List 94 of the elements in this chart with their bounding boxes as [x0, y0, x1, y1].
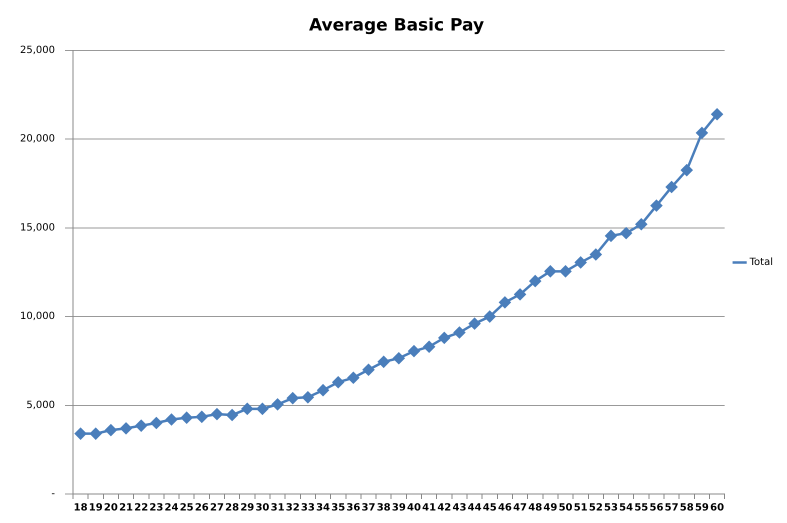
point [211, 408, 223, 420]
point [120, 422, 132, 434]
point [317, 384, 329, 396]
point [256, 403, 268, 415]
point [544, 266, 556, 278]
legend-label: Total [748, 257, 774, 268]
point [590, 248, 602, 260]
point [605, 230, 617, 242]
point [423, 340, 435, 352]
point [242, 403, 254, 415]
point [711, 108, 723, 120]
point [560, 266, 572, 278]
point [166, 414, 178, 426]
point [302, 392, 314, 404]
point [393, 352, 405, 364]
x-tick-label: 25 [180, 502, 194, 514]
x-tick-label: 26 [194, 502, 209, 514]
x-tick-label: 27 [210, 502, 224, 514]
x-tick-label: 45 [482, 502, 497, 514]
y-tick-label: 5,000 [26, 400, 55, 411]
point [438, 332, 450, 344]
x-tick-label: 30 [255, 502, 270, 514]
x-tick-label: 39 [392, 502, 406, 514]
point [90, 428, 102, 440]
point [408, 345, 420, 357]
point [499, 296, 511, 308]
x-tick-label: 21 [119, 502, 134, 514]
x-tick-label: 22 [134, 502, 148, 514]
point [636, 218, 648, 230]
x-tick-label: 33 [300, 502, 315, 514]
x-tick-label: 54 [619, 502, 634, 514]
x-tick-label: 36 [346, 502, 360, 514]
x-tick-label: 48 [528, 502, 542, 514]
point [454, 326, 466, 338]
x-tick-label: 43 [452, 502, 466, 514]
point [666, 181, 678, 193]
x-tick-label: 44 [468, 502, 482, 514]
x-tick-label: 38 [376, 502, 391, 514]
point [574, 256, 586, 268]
point [332, 376, 344, 388]
point [484, 310, 496, 322]
point [620, 227, 632, 239]
point [468, 318, 480, 330]
x-tick-label: 29 [240, 502, 254, 514]
point [272, 398, 284, 410]
x-tick-label: 60 [710, 502, 724, 514]
point [348, 372, 360, 384]
x-tick-label: 19 [88, 502, 103, 514]
point [226, 409, 238, 421]
x-tick-label: 55 [634, 502, 648, 514]
point [74, 428, 86, 440]
x-tick-label: 52 [588, 502, 603, 514]
x-tick-label: 32 [286, 502, 300, 514]
x-tick-label: 18 [74, 502, 88, 514]
point [150, 417, 162, 429]
x-tick-label: 41 [422, 502, 436, 514]
y-tick-label: 15,000 [20, 222, 55, 234]
x-tick-label: 59 [694, 502, 709, 514]
y-tick-label: 10,000 [20, 311, 55, 322]
x-tick-label: 35 [331, 502, 346, 514]
chart-title: Average Basic Pay [308, 16, 484, 36]
x-tick-label: 42 [437, 502, 452, 514]
x-tick-label: 49 [543, 502, 558, 514]
x-tick-label: 23 [149, 502, 164, 514]
x-tick-label: 58 [680, 502, 694, 514]
point [135, 420, 147, 432]
x-tick-label: 34 [316, 502, 330, 514]
point [650, 200, 662, 212]
x-tick-label: 28 [225, 502, 240, 514]
y-tick-label: 20,000 [20, 134, 55, 145]
x-tick-label: 53 [604, 502, 618, 514]
x-tick-label: 40 [407, 502, 421, 514]
point [681, 164, 693, 176]
point [362, 364, 374, 376]
point [180, 412, 192, 424]
x-tick-label: 37 [362, 502, 376, 514]
point [378, 356, 390, 368]
point [105, 424, 117, 436]
point [514, 288, 526, 300]
x-tick-label: 46 [498, 502, 512, 514]
x-tick-label: 57 [664, 502, 679, 514]
point [696, 127, 708, 139]
x-tick-label: 56 [649, 502, 664, 514]
y-tick-label: 25,000 [20, 44, 55, 56]
x-tick-label: 31 [270, 502, 285, 514]
x-tick-label: 20 [104, 502, 118, 514]
x-tick-label: 51 [574, 502, 588, 514]
y-tick-label: - [51, 488, 56, 500]
x-tick-label: 24 [164, 502, 178, 514]
point [529, 275, 541, 287]
point [196, 411, 208, 423]
x-tick-label: 47 [513, 502, 528, 514]
x-tick-label: 50 [558, 502, 573, 514]
point [286, 392, 298, 404]
